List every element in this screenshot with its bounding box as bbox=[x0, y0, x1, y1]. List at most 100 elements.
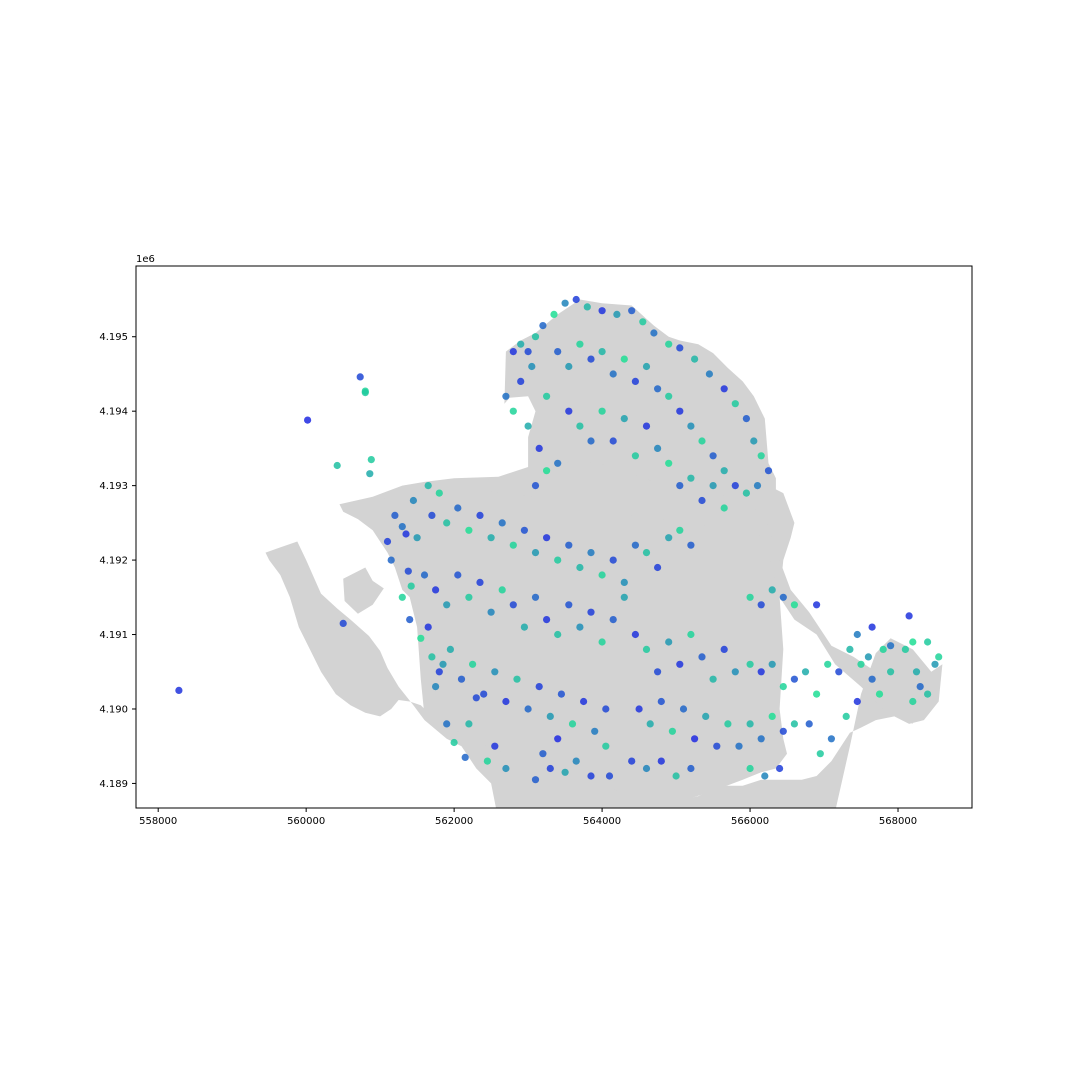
data-point bbox=[790, 601, 799, 609]
data-point bbox=[935, 653, 943, 661]
data-point bbox=[498, 586, 506, 594]
data-point bbox=[491, 742, 499, 750]
data-point bbox=[446, 645, 454, 654]
data-point bbox=[535, 444, 543, 452]
data-point bbox=[846, 645, 854, 654]
data-point bbox=[366, 470, 374, 478]
x-tick-label: 568000 bbox=[879, 816, 917, 827]
data-point bbox=[687, 541, 695, 549]
data-point bbox=[531, 593, 540, 601]
data-point bbox=[598, 407, 606, 415]
data-point bbox=[816, 750, 824, 758]
data-point bbox=[428, 511, 436, 519]
data-point bbox=[502, 392, 510, 400]
data-point bbox=[539, 750, 547, 758]
data-point bbox=[635, 705, 643, 713]
data-point bbox=[779, 727, 787, 735]
data-point bbox=[333, 461, 341, 470]
data-point bbox=[417, 634, 425, 642]
data-point bbox=[435, 489, 443, 497]
data-point bbox=[387, 556, 395, 564]
data-point bbox=[554, 630, 562, 639]
data-point bbox=[709, 452, 717, 460]
data-point bbox=[461, 753, 469, 762]
data-point bbox=[864, 653, 873, 661]
data-point bbox=[524, 422, 532, 430]
data-point bbox=[735, 742, 743, 750]
y-tick-label: 4.195 bbox=[99, 332, 128, 343]
data-point bbox=[398, 523, 406, 531]
data-point bbox=[853, 697, 861, 706]
x-tick-label: 560000 bbox=[287, 816, 325, 827]
data-points bbox=[175, 295, 943, 784]
data-point bbox=[631, 541, 640, 549]
x-tick-label: 566000 bbox=[731, 816, 769, 827]
data-point bbox=[720, 645, 728, 654]
data-point bbox=[742, 415, 751, 423]
data-point bbox=[720, 385, 728, 393]
data-point bbox=[639, 318, 647, 326]
data-point bbox=[687, 422, 695, 430]
data-point bbox=[875, 690, 884, 698]
data-point bbox=[465, 593, 473, 601]
data-point bbox=[175, 686, 183, 695]
data-point bbox=[531, 776, 540, 784]
data-point bbox=[465, 526, 473, 534]
data-point bbox=[539, 322, 547, 330]
data-point bbox=[705, 370, 714, 378]
data-point bbox=[502, 697, 510, 706]
data-point bbox=[720, 504, 728, 512]
y-offset-label: 1e6 bbox=[136, 254, 155, 265]
x-tick-label: 562000 bbox=[435, 816, 473, 827]
data-point bbox=[517, 340, 525, 348]
data-point bbox=[576, 340, 584, 348]
data-point bbox=[509, 407, 517, 415]
data-point bbox=[731, 668, 739, 676]
data-point bbox=[676, 482, 684, 490]
data-point bbox=[550, 310, 558, 318]
data-point bbox=[687, 474, 695, 482]
data-point bbox=[457, 675, 466, 683]
data-point bbox=[779, 593, 787, 601]
data-point bbox=[402, 530, 410, 538]
data-point bbox=[746, 764, 754, 773]
data-point bbox=[912, 668, 921, 676]
data-point bbox=[454, 504, 462, 512]
data-point bbox=[576, 563, 584, 572]
data-point bbox=[424, 623, 432, 631]
data-point bbox=[520, 623, 529, 631]
data-point bbox=[409, 496, 417, 505]
data-point bbox=[842, 712, 850, 721]
data-point bbox=[642, 422, 651, 430]
data-point bbox=[469, 660, 477, 668]
data-point bbox=[887, 642, 895, 650]
data-point bbox=[650, 329, 658, 337]
data-point bbox=[520, 526, 529, 534]
axes-frame bbox=[135, 265, 973, 809]
data-point bbox=[768, 586, 776, 594]
data-point bbox=[339, 619, 347, 628]
data-point bbox=[554, 459, 562, 467]
data-point bbox=[687, 764, 695, 773]
y-tick-label: 4.193 bbox=[99, 481, 128, 492]
data-point bbox=[931, 660, 939, 668]
data-point bbox=[572, 295, 580, 304]
data-point bbox=[665, 534, 673, 542]
data-point bbox=[546, 764, 554, 773]
data-point bbox=[642, 362, 651, 371]
data-point bbox=[724, 720, 732, 728]
data-point bbox=[561, 299, 569, 307]
data-point bbox=[580, 697, 588, 706]
data-point bbox=[702, 712, 710, 721]
data-point bbox=[642, 764, 651, 773]
data-point bbox=[517, 377, 525, 385]
data-point bbox=[905, 612, 913, 620]
data-point bbox=[868, 675, 876, 683]
data-point bbox=[909, 697, 917, 706]
data-point bbox=[909, 638, 917, 646]
data-point bbox=[691, 735, 699, 743]
data-point bbox=[602, 705, 610, 713]
data-point bbox=[572, 757, 580, 765]
data-point bbox=[561, 768, 569, 776]
